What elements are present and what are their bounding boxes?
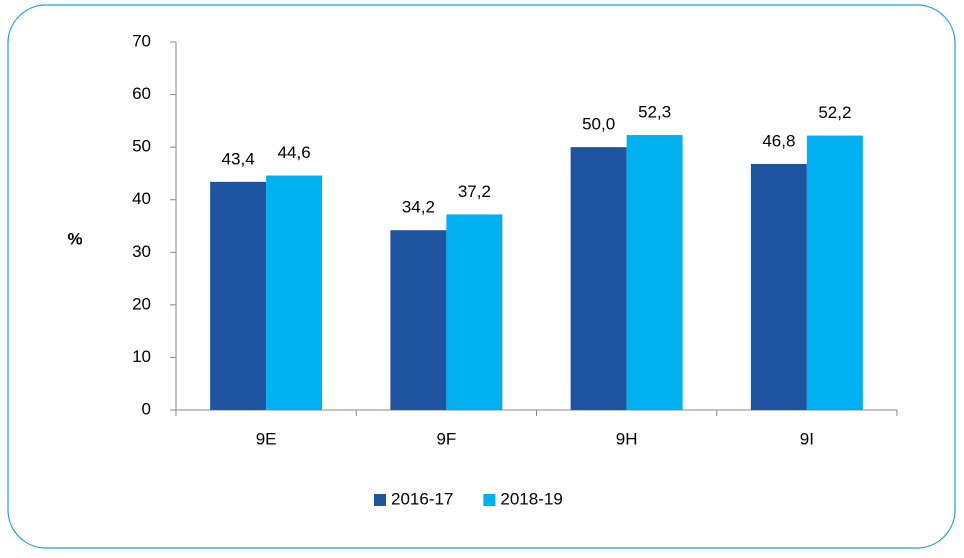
legend-swatch xyxy=(483,494,496,506)
data-label: 46,8 xyxy=(762,131,795,150)
bar xyxy=(750,163,807,410)
bar xyxy=(446,214,503,410)
legend-swatch xyxy=(374,494,386,506)
legend-label: 2016-17 xyxy=(391,489,453,508)
x-tick-label: 9E xyxy=(256,429,277,448)
bar xyxy=(210,181,267,410)
y-tick-label: 20 xyxy=(132,294,151,313)
y-tick-label: 10 xyxy=(132,347,151,366)
data-label: 34,2 xyxy=(402,198,435,217)
bar xyxy=(626,135,683,410)
bar xyxy=(570,147,627,410)
y-tick-label: 50 xyxy=(132,137,151,156)
bar xyxy=(266,175,323,410)
x-tick-label: 9H xyxy=(616,429,638,448)
chart-frame xyxy=(7,4,956,549)
x-tick-label: 9I xyxy=(800,429,814,448)
data-label: 44,6 xyxy=(278,143,311,162)
y-tick-label: 70 xyxy=(132,31,151,50)
legend-label: 2018-19 xyxy=(500,489,562,508)
y-tick-label: 30 xyxy=(132,242,151,261)
bar xyxy=(390,230,447,410)
data-label: 50,0 xyxy=(582,115,615,134)
data-label: 52,2 xyxy=(818,103,851,122)
y-tick-label: 40 xyxy=(132,189,151,208)
bar xyxy=(806,135,863,410)
y-axis-label: % xyxy=(67,229,82,248)
data-label: 37,2 xyxy=(458,182,491,201)
y-tick-label: 60 xyxy=(132,84,151,103)
data-label: 43,4 xyxy=(222,149,255,168)
x-tick-label: 9F xyxy=(436,429,456,448)
data-label: 52,3 xyxy=(638,103,671,122)
y-tick-label: 0 xyxy=(142,399,151,418)
